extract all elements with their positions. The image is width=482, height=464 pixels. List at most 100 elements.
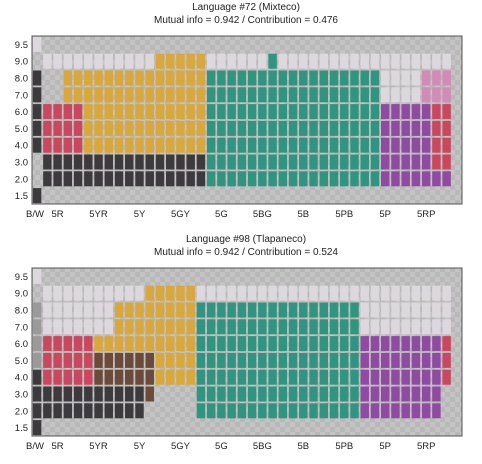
heatmap-cell-black (176, 154, 185, 170)
heatmap-cell-yellow (196, 53, 206, 69)
heatmap-cell-white (73, 285, 83, 301)
heatmap-cell-black (32, 70, 42, 86)
heatmap-cell-purple (421, 154, 431, 170)
heatmap-cells (32, 268, 451, 436)
heatmap-cell-yellow (176, 336, 185, 352)
heatmap-cell-white (319, 285, 329, 301)
heatmap-cell-green (237, 302, 247, 318)
heatmap-cell-green (299, 104, 308, 120)
heatmap-cell-white (340, 285, 349, 301)
heatmap-cell-green (206, 319, 216, 335)
heatmap-cell-white (104, 285, 114, 301)
heatmap-cell-green (309, 352, 318, 368)
heatmap-cell-green (237, 120, 247, 136)
heatmap-cell-yellow (135, 302, 144, 318)
y-tick-label: 8.0 (15, 74, 28, 85)
heatmap-cell-green (247, 154, 257, 170)
heatmap-cell-yellow (135, 104, 144, 120)
heatmap-cell-yellow (155, 70, 165, 86)
heatmap-cell-brown (94, 369, 103, 385)
heatmap-cell-green (206, 369, 216, 385)
heatmap-cell-red (73, 369, 83, 385)
heatmap-cell-red (442, 137, 451, 153)
heatmap-cell-green (247, 104, 257, 120)
x-tick-label: 5R (52, 441, 64, 452)
heatmap-cell-black (53, 403, 62, 419)
heatmap-cell-yellow (166, 336, 175, 352)
heatmap-cell-green (227, 87, 236, 103)
heatmap-cell-green (340, 336, 349, 352)
heatmap-cell-white (299, 285, 308, 301)
heatmap-cell-purple (381, 403, 390, 419)
heatmap-cell-yellow (176, 87, 185, 103)
heatmap-cell-green (319, 120, 329, 136)
heatmap-cell-yellow (104, 137, 114, 153)
heatmap-cell-purple (421, 137, 431, 153)
heatmap-cell-yellow (155, 53, 165, 69)
heatmap-cell-green (309, 154, 318, 170)
heatmap-cell-black (135, 171, 144, 187)
heatmap-cell-yellow (176, 285, 185, 301)
heatmap-cell-purple (401, 154, 410, 170)
heatmap-cell-black (125, 403, 134, 419)
heatmap-cell-green (247, 369, 257, 385)
heatmap-cell-black (104, 154, 114, 170)
heatmap-cell-white (411, 319, 421, 335)
y-tick-label: 4.0 (15, 373, 28, 384)
heatmap-cell-yellow (155, 120, 165, 136)
y-tick-label: 3.0 (15, 390, 28, 401)
heatmap-cell-white (94, 285, 103, 301)
heatmap-cell-yellow (186, 285, 195, 301)
heatmap-cell-black (43, 171, 52, 187)
heatmap-cell-green (370, 154, 380, 170)
heatmap-cell-green (227, 403, 236, 419)
chart-panel-mixteco: Language #72 (Mixteco) Mutual info = 0.9… (15, 2, 463, 220)
heatmap-cell-green (268, 403, 277, 419)
heatmap-cell-black (135, 386, 144, 402)
heatmap-cell-green (309, 70, 318, 86)
heatmap-cell-yellow (135, 319, 144, 335)
heatmap-cell-green (278, 87, 288, 103)
heatmap-cell-black (186, 171, 195, 187)
heatmap-cell-purple (360, 336, 369, 352)
heatmap-cell-green (217, 386, 226, 402)
heatmap-cell-white (421, 53, 431, 69)
heatmap-cell-green (196, 336, 206, 352)
heatmap-cell-white (391, 87, 400, 103)
heatmap-cell-green (217, 70, 226, 86)
heatmap-cell-white (391, 302, 400, 318)
heatmap-cell-yellow (166, 352, 175, 368)
heatmap-cell-black (84, 386, 93, 402)
heatmap-cell-white (196, 285, 206, 301)
heatmap-cell-yellow (104, 336, 114, 352)
chart-title: Language #98 (Tlapaneco) (185, 234, 307, 245)
heatmap-cell-white (309, 53, 318, 69)
heatmap-cell-white (319, 53, 329, 69)
heatmap-cell-black (166, 171, 175, 187)
heatmap-cell-white (135, 285, 144, 301)
heatmap-cell-pink (421, 70, 431, 86)
heatmap-cell-green (370, 120, 380, 136)
heatmap-cell-black (63, 154, 73, 170)
heatmap-cell-yellow (73, 87, 83, 103)
heatmap-cell-purple (421, 403, 431, 419)
x-tick-label: 5BG (253, 441, 272, 452)
heatmap-cell-green (329, 352, 339, 368)
heatmap-cell-green (206, 154, 216, 170)
heatmap-cell-yellow (155, 137, 165, 153)
heatmap-cell-yellow (186, 70, 195, 86)
heatmap-cell-green (370, 70, 380, 86)
heatmap-cell-green (350, 336, 359, 352)
heatmap-cell-yellow (145, 70, 154, 86)
heatmap-cell-white (53, 285, 62, 301)
x-tick-label: 5PB (335, 209, 353, 220)
heatmap-cell-red (442, 120, 451, 136)
heatmap-cell-green (288, 403, 298, 419)
heatmap-cell-black (94, 154, 103, 170)
heatmap-cell-green (340, 319, 349, 335)
heatmap-cell-pink (442, 70, 451, 86)
y-tick-label: 3.0 (15, 158, 28, 169)
heatmap-cell-white (411, 302, 421, 318)
heatmap-cell-purple (411, 336, 421, 352)
y-tick-label: 1.5 (15, 423, 28, 434)
